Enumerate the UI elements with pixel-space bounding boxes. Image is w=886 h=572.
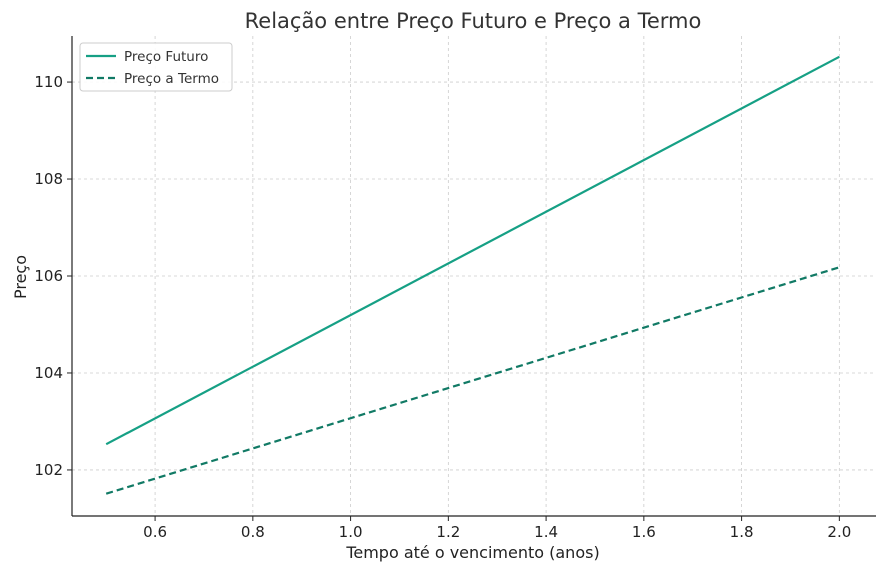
x-tick-label: 0.6: [143, 523, 167, 541]
series-line-1: [105, 55, 840, 446]
ticks: 0.6 0.8 1.0 1.2 1.4 1.6 1.8 2.0 102 104 106 108 110: [34, 73, 851, 541]
y-tick-label: 102: [34, 461, 63, 479]
x-tick-label: 0.8: [241, 523, 265, 541]
y-tick-label: 110: [34, 73, 63, 91]
legend-box: [79, 42, 233, 92]
legend-label-2: Preço a Termo: [124, 71, 219, 87]
x-tick-label: 1.6: [632, 523, 656, 541]
x-tick-label: 1.8: [730, 523, 754, 541]
x-tick-label: 1.0: [339, 523, 363, 541]
series-line-2: [105, 266, 840, 495]
grid: [72, 36, 876, 516]
y-tick-label: 106: [34, 267, 63, 285]
y-axis-label: Preço: [11, 255, 30, 299]
y-tick-label: 108: [34, 170, 63, 188]
legend-label-1: Preço Futuro: [124, 49, 208, 65]
x-tick-label: 1.4: [534, 523, 558, 541]
x-tick-label: 2.0: [827, 523, 851, 541]
legend: Preço Futuro Preço a Termo: [79, 42, 233, 92]
series-layer: [105, 55, 840, 495]
y-tick-label: 104: [34, 364, 63, 382]
chart-title: Relação entre Preço Futuro e Preço a Ter…: [245, 9, 702, 33]
x-axis-label: Tempo até o vencimento (anos): [345, 543, 599, 562]
x-tick-label: 1.2: [436, 523, 460, 541]
